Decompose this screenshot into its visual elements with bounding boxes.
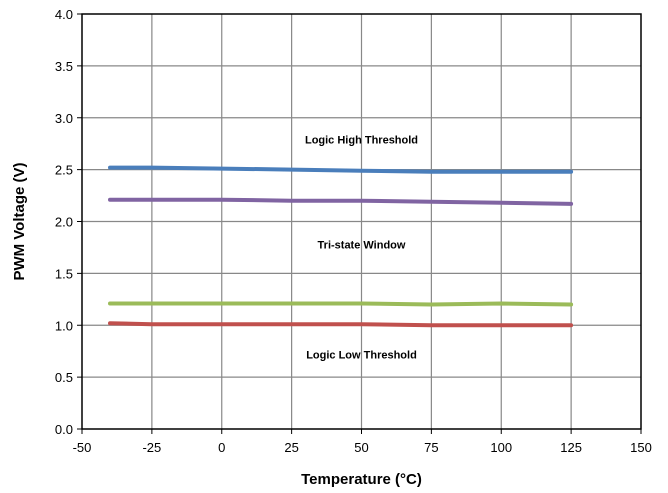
y-tick-labels: 0.0 0.5 1.0 1.5 2.0 2.5 3.0 3.5 4.0 [55, 7, 73, 437]
series-line-3 [108, 301, 574, 307]
annotations: Logic High Threshold Tri-state Window Logi… [305, 135, 418, 362]
plot-frame [81, 13, 642, 430]
y-tick-label: 2.0 [55, 215, 73, 230]
annotation-label: Logic Low Threshold [306, 349, 417, 361]
x-tick-label: 50 [354, 440, 368, 455]
y-tick-label: 4.0 [55, 7, 73, 22]
y-tick-label: 1.5 [55, 266, 73, 281]
y-tick-label: 3.5 [55, 59, 73, 74]
x-axis-title: Temperature (°C) [301, 471, 422, 488]
annotation-label: Logic High Threshold [305, 135, 418, 147]
x-tick-label: -25 [142, 440, 161, 455]
x-tick-label: -50 [73, 440, 92, 455]
series-line-2 [108, 197, 574, 206]
y-axis-title: PWM Voltage (V) [11, 162, 28, 280]
series-line-4 [108, 321, 574, 328]
y-tick-label: 3.0 [55, 111, 73, 126]
x-tick-labels: -50 -25 0 25 50 75 100 125 150 [73, 440, 652, 455]
x-tick-label: 125 [560, 440, 582, 455]
series-group [108, 165, 574, 328]
y-tick-label: 0.5 [55, 370, 73, 385]
y-tick-label: 2.5 [55, 163, 73, 178]
y-tick-label: 0.0 [55, 422, 73, 437]
series-line-1 [108, 165, 574, 174]
x-tick-label: 100 [490, 440, 512, 455]
x-tick-label: 150 [630, 440, 652, 455]
annotation-label: Tri-state Window [318, 239, 406, 251]
x-tick-label: 25 [284, 440, 298, 455]
y-tick-label: 1.0 [55, 318, 73, 333]
x-tick-label: 75 [424, 440, 438, 455]
x-tick-label: 0 [218, 440, 225, 455]
